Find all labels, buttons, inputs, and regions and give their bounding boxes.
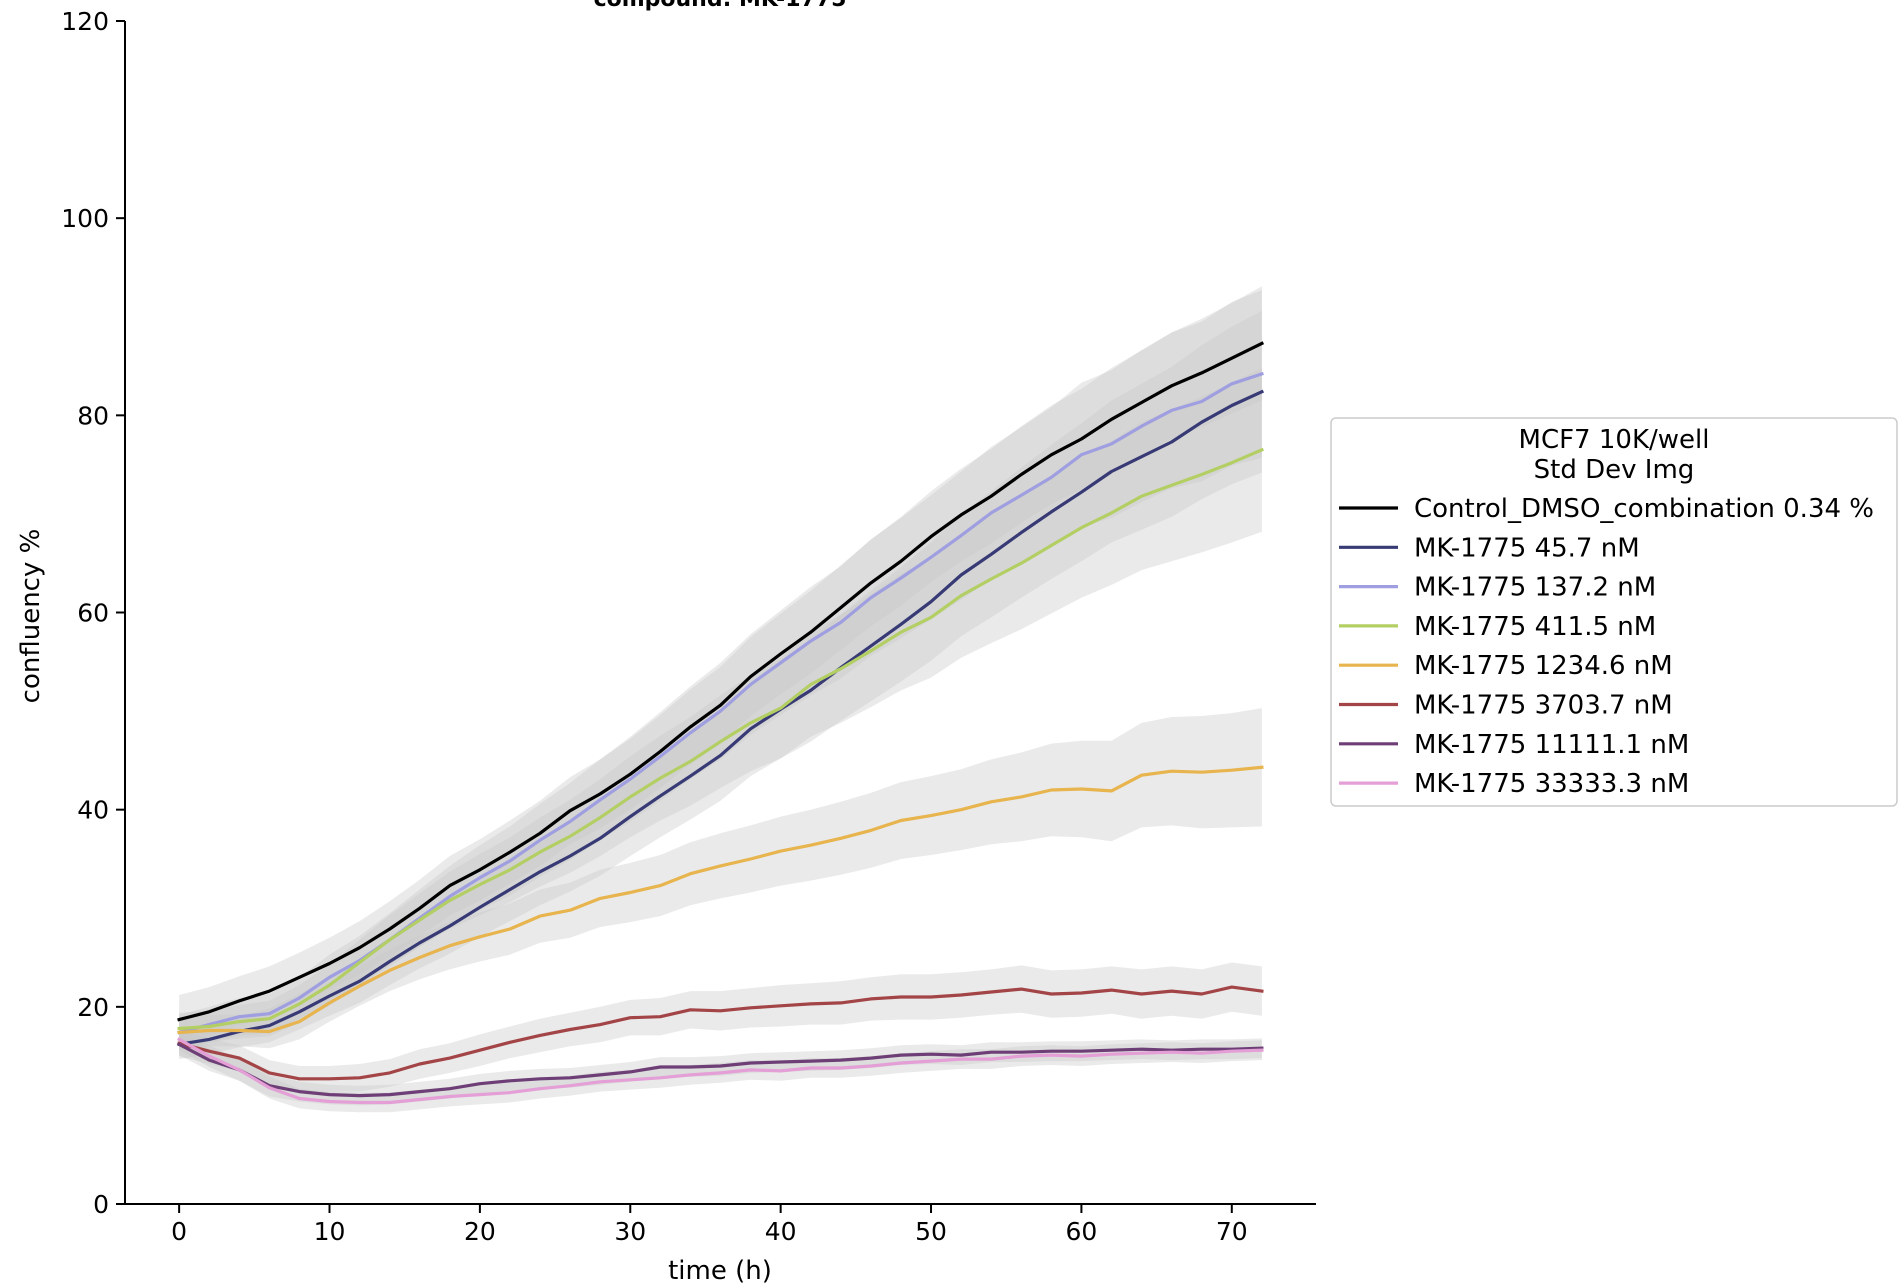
series-line-mk-1775-45-7-nm: [177, 389, 1265, 1047]
y-axis-label: confluency %: [16, 529, 46, 704]
x-tick-label: 0: [171, 1217, 187, 1246]
series-lines: [176, 341, 1265, 1105]
legend-label-mk-1775-137-2-nm: MK-1775 137.2 nM: [1414, 573, 1656, 603]
y-tick-label: 80: [77, 401, 109, 430]
x-tick-label: 70: [1216, 1217, 1248, 1246]
series-line-mk-1775-11111-1-nm: [176, 1042, 1264, 1098]
legend-label-mk-1775-33333-3-nm: MK-1775 33333.3 nM: [1414, 769, 1689, 799]
legend-title-line-1: MCF7 10K/well: [1519, 425, 1710, 455]
std-band-5: [179, 708, 1262, 1049]
std-band-8: [179, 1028, 1262, 1113]
series-line-mk-1775-411-5-nm: [177, 447, 1265, 1031]
x-tick-label: 40: [765, 1217, 797, 1246]
y-tick-label: 100: [61, 204, 109, 233]
x-tick-label: 20: [464, 1217, 496, 1246]
chart-title: compound: MK-1775: [594, 0, 847, 12]
std-band-3: [179, 290, 1262, 1051]
series-line-mk-1775-3703-7-nm: [177, 985, 1264, 1081]
x-axis-label: time (h): [668, 1256, 772, 1285]
y-tick-label: 20: [77, 993, 109, 1022]
x-tick-label: 30: [614, 1217, 646, 1246]
series-line-mk-1775-1234-6-nm: [177, 765, 1264, 1035]
legend-label-mk-1775-45-7-nm: MK-1775 45.7 nM: [1414, 533, 1640, 563]
legend: MCF7 10K/well Std Dev Img Control_DMSO_c…: [1330, 417, 1898, 807]
legend-title-line-2: Std Dev Img: [1534, 455, 1695, 485]
y-tick-label: 0: [93, 1190, 109, 1219]
x-tick-label: 60: [1066, 1217, 1098, 1246]
legend-label-mk-1775-1234-6-nm: MK-1775 1234.6 nM: [1414, 651, 1673, 681]
series-line-control-dmso-combination-0-34: [177, 341, 1265, 1022]
legend-frame: [1330, 417, 1898, 807]
legend-label-mk-1775-11111-1-nm: MK-1775 11111.1 nM: [1414, 730, 1689, 760]
legend-label-mk-1775-411-5-nm: MK-1775 411.5 nM: [1414, 612, 1656, 642]
legend-label-mk-1775-3703-7-nm: MK-1775 3703.7 nM: [1414, 691, 1673, 721]
y-tick-label: 40: [77, 796, 109, 825]
legend-label-control-dmso-combination-0-34: Control_DMSO_combination 0.34 %: [1414, 494, 1874, 524]
x-tick-label: 50: [915, 1217, 947, 1246]
series-line-mk-1775-33333-3-nm: [176, 1037, 1264, 1105]
x-axis-ticks: 0 10 20 30 40 50 60 70: [171, 1204, 1248, 1246]
y-axis-ticks: 0 20 40 60 80 100 120: [61, 7, 125, 1219]
y-tick-label: 60: [77, 599, 109, 628]
std-band-1: [179, 286, 1262, 1045]
legend-entries: Control_DMSO_combination 0.34 % MK-1775 4…: [1339, 494, 1874, 799]
x-tick-label: 10: [314, 1217, 346, 1246]
y-tick-label: 120: [61, 7, 109, 36]
